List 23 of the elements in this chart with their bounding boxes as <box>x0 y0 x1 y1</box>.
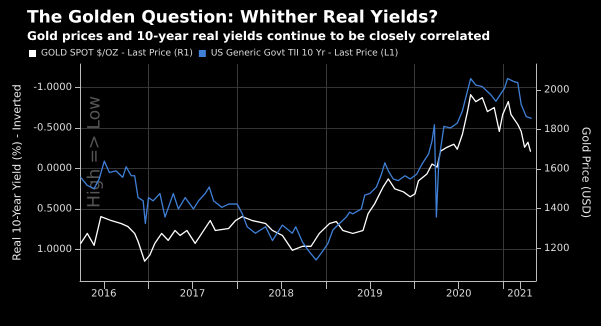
y2-axis-title: Gold Price (USD) <box>579 126 592 218</box>
y-tick-label: 0.5000 <box>37 203 72 214</box>
x-tick-label: 2016 <box>91 288 117 300</box>
y-tick-label: 0.0000 <box>37 162 72 174</box>
legend-label: US Generic Govt TII 10 Yr - Last Price (L1) <box>210 48 398 58</box>
y-tick-label: 1.0000 <box>37 244 72 255</box>
x-tick-label: 2017 <box>180 288 206 300</box>
y-tick-label: -0.5000 <box>33 122 72 134</box>
chart-subtitle: Gold prices and 10-year real yields continue to be closely correlated <box>27 29 490 43</box>
x-tick-label: 2020 <box>446 288 472 300</box>
x-tick-label: 2018 <box>268 288 294 300</box>
y-tick-label: -1.0000 <box>33 82 72 93</box>
x-tick-label: 2021 <box>507 288 533 300</box>
legend-label: GOLD SPOT $/OZ - Last Price (R1) <box>41 48 193 58</box>
y2-tick-label: 2000 <box>544 84 570 96</box>
y2-tick-label: 1600 <box>544 164 570 175</box>
y2-tick-label: 1200 <box>544 242 570 254</box>
y2-tick-label: 1800 <box>544 124 570 135</box>
x-tick-label: 2019 <box>357 288 383 300</box>
annotation: High => Low <box>84 96 104 208</box>
chart-title: The Golden Question: Whither Real Yields? <box>27 8 438 28</box>
y-axis-title: Real 10-Year Yield (%) - Inverted <box>10 84 24 261</box>
y2-tick-label: 1400 <box>544 203 570 214</box>
